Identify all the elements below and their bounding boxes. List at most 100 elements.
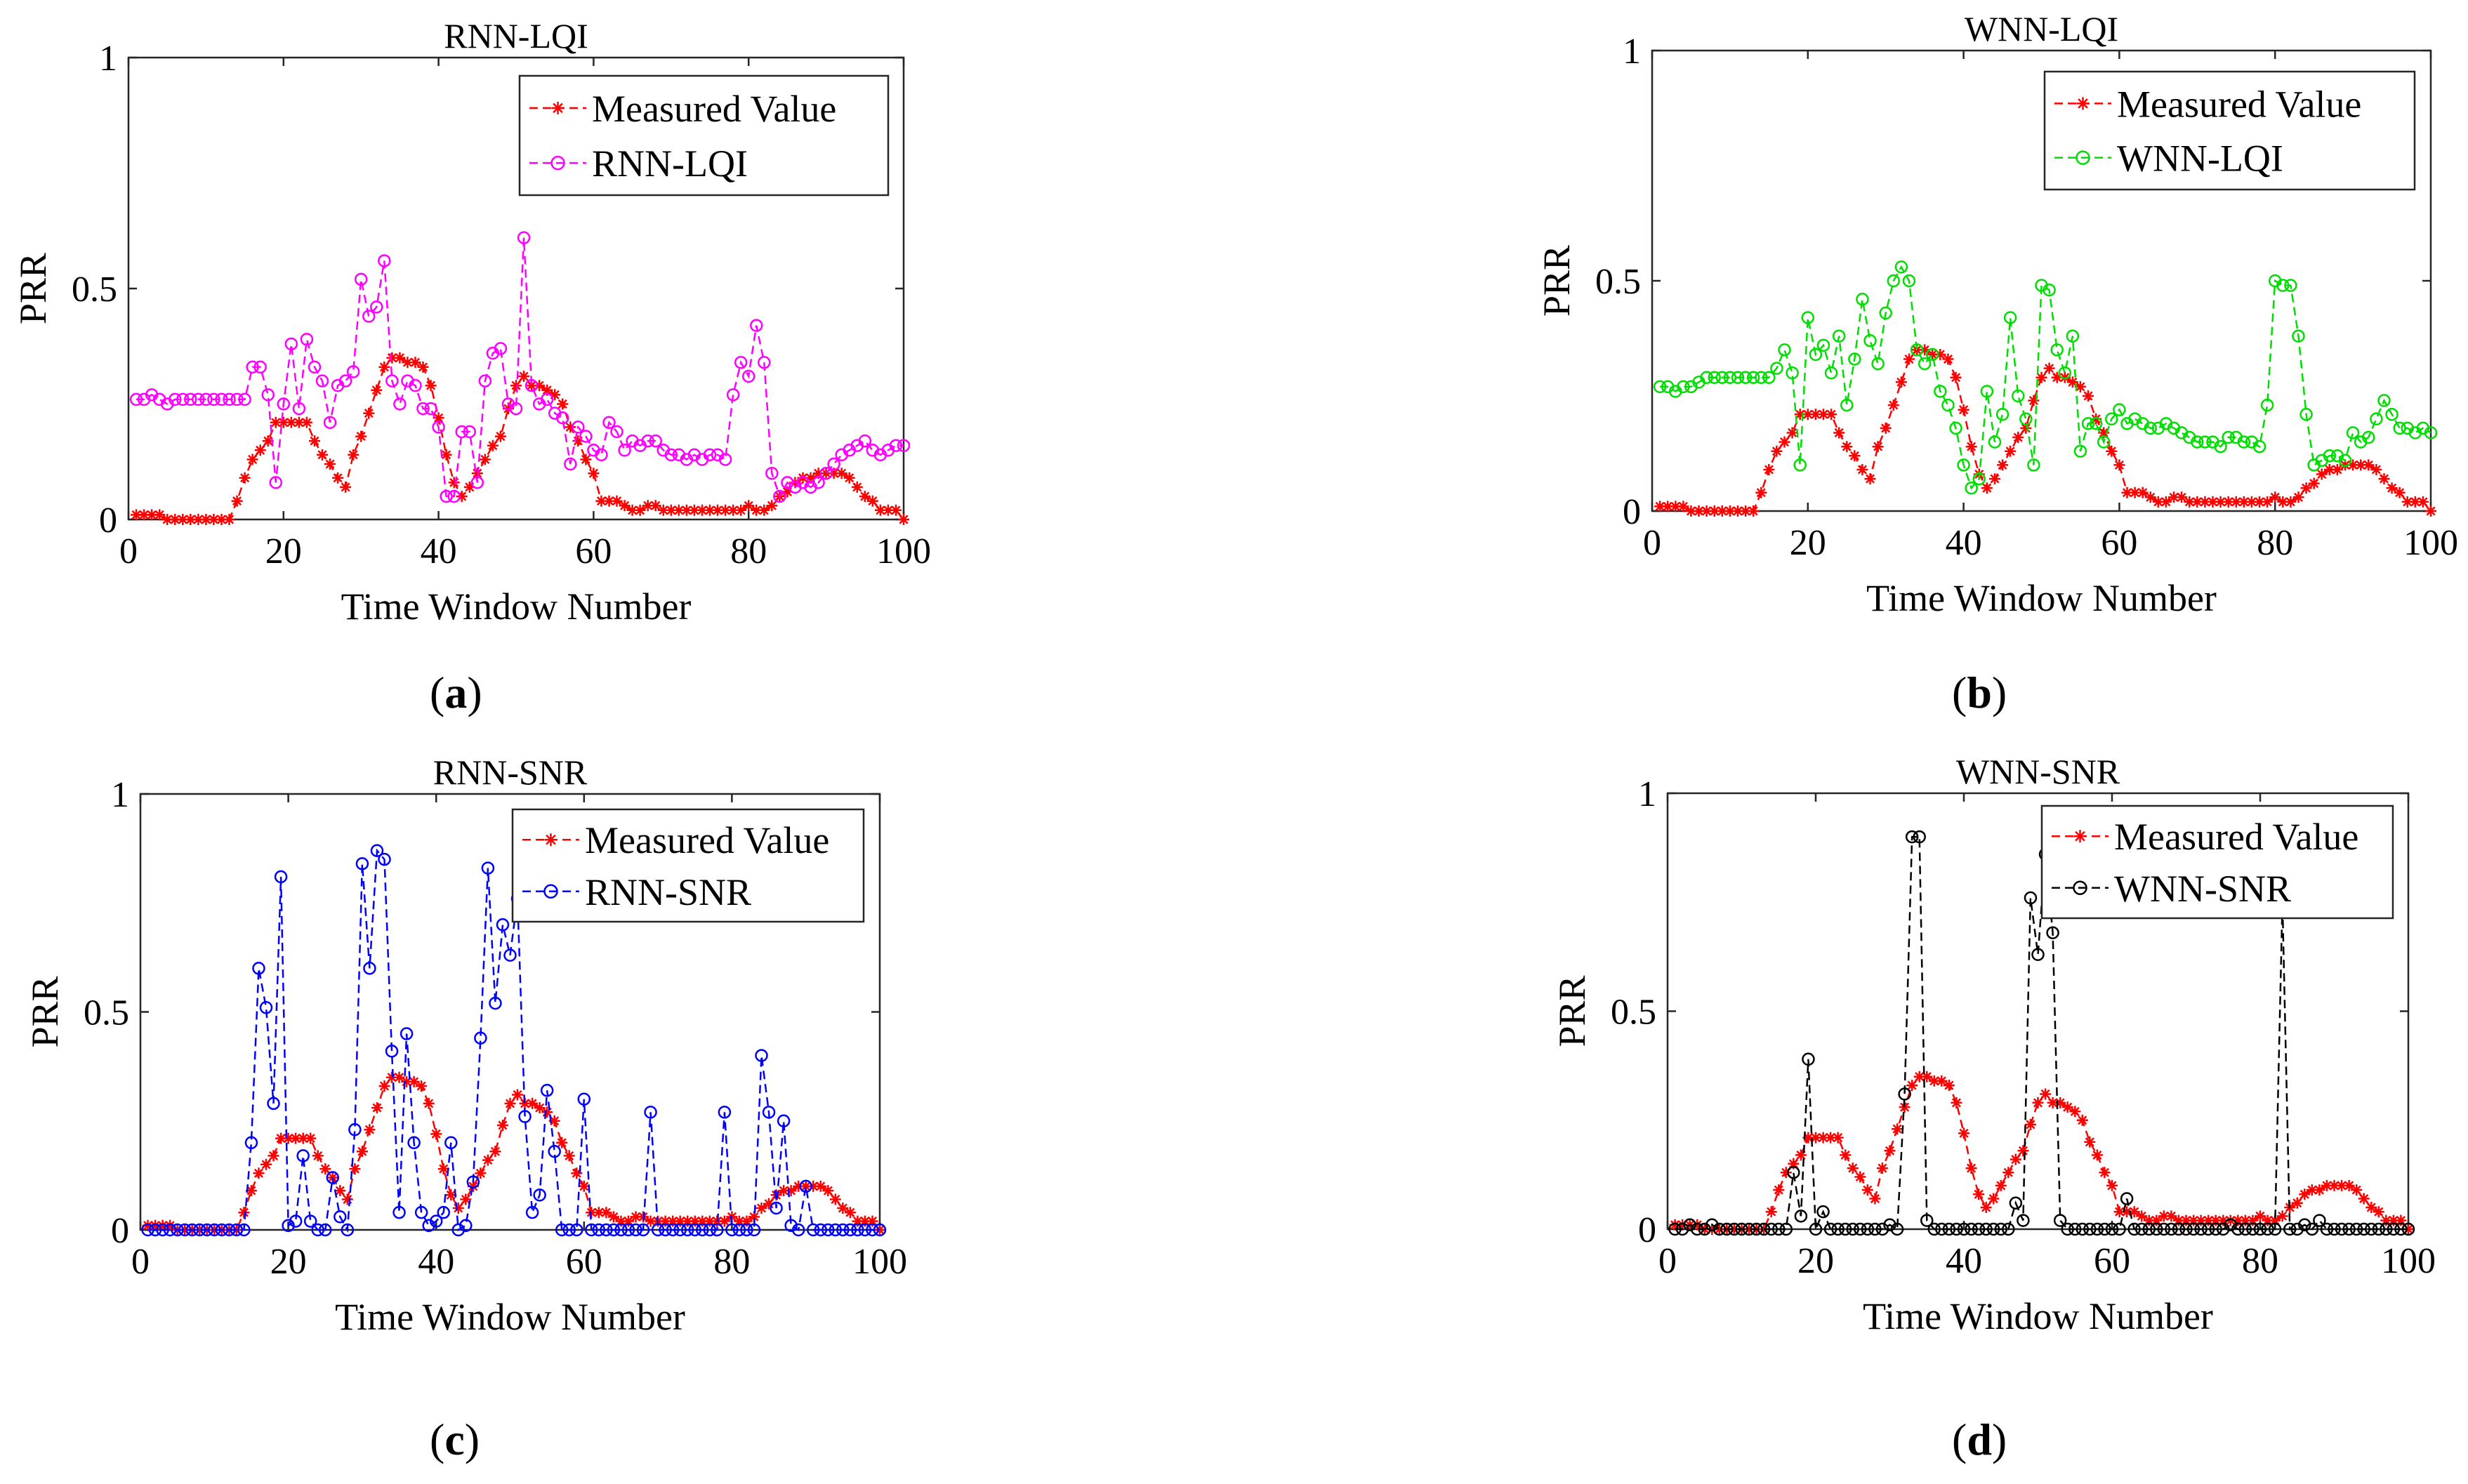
data-point-circle (1727, 1222, 1741, 1236)
data-point-star (1825, 1132, 1837, 1144)
data-point-star (2378, 473, 2390, 485)
data-point-star (216, 514, 227, 525)
data-point-circle (414, 1205, 428, 1219)
data-point-star (268, 1150, 279, 1162)
data-point-circle (2058, 366, 2072, 380)
data-point-star (2017, 1145, 2029, 1157)
data-point-circle (749, 319, 763, 332)
data-point-star (2144, 491, 2156, 503)
data-point-star (2121, 486, 2133, 498)
data-point-circle (666, 1223, 680, 1237)
data-point-circle (1778, 343, 1791, 357)
x-tick-label: 100 (2381, 1241, 2436, 1281)
data-point-star (1989, 473, 2000, 485)
data-point-star (260, 1158, 272, 1170)
data-point-circle (141, 1223, 154, 1237)
data-point-circle (2113, 403, 2126, 416)
data-point-circle (1677, 380, 1690, 394)
data-point-circle (1838, 1222, 1852, 1236)
data-point-star (797, 472, 809, 484)
data-point-star (319, 1163, 331, 1175)
data-point-circle (2323, 449, 2337, 463)
y-tick-label: 0.5 (1611, 993, 1656, 1033)
data-point-star (2172, 1214, 2184, 1226)
data-point-star (386, 1071, 397, 1083)
series-line (1675, 835, 2408, 1231)
data-point-circle (269, 476, 283, 489)
data-point-circle (2209, 1222, 2222, 1236)
data-point-star (1880, 422, 1892, 434)
data-point-circle (2186, 1222, 2200, 1236)
data-point-star (704, 504, 715, 516)
data-point-star (674, 1215, 686, 1227)
data-point-circle (2253, 1222, 2267, 1236)
data-point-star (1755, 486, 1767, 498)
data-point-star (2387, 1214, 2399, 1226)
data-point-star (527, 1097, 539, 1109)
data-point-star (1887, 399, 1899, 411)
data-point-star (1854, 1171, 1866, 1183)
data-point-star (2098, 427, 2110, 439)
data-point-circle (673, 1223, 687, 1237)
data-point-circle (758, 356, 771, 369)
data-point-circle (734, 356, 748, 369)
data-point-circle (1705, 1218, 1719, 1232)
data-point-circle (726, 388, 740, 402)
data-point-star (2047, 1097, 2059, 1108)
data-point-star (2262, 496, 2274, 508)
data-point-star (2074, 380, 2086, 392)
data-point-circle (858, 434, 872, 448)
data-point-star (680, 504, 692, 516)
data-point-star (262, 435, 274, 447)
data-point-star (408, 1075, 420, 1087)
data-point-circle (1941, 398, 1955, 412)
data-point-star (2222, 496, 2234, 508)
data-point-star (1654, 501, 1666, 512)
legend: Measured Value WNN-LQI (2043, 70, 2416, 191)
data-point-star (657, 504, 669, 516)
chart-title: RNN-LQI (444, 16, 588, 55)
data-point-circle (664, 448, 678, 462)
data-point-circle (466, 1175, 480, 1188)
data-point-star (1771, 445, 1783, 457)
data-point-circle (455, 425, 468, 439)
data-point-star (340, 481, 352, 493)
data-point-circle (1995, 407, 2010, 421)
data-point-circle (1949, 421, 1962, 435)
data-point-star (208, 514, 220, 525)
data-point-star (766, 500, 778, 512)
data-point-circle (2349, 1222, 2363, 1236)
data-point-star (2168, 491, 2179, 503)
data-point-circle (2053, 1214, 2067, 1227)
data-point-circle (2090, 1222, 2104, 1236)
data-point-star (2238, 496, 2250, 508)
data-point-star (859, 1215, 871, 1227)
data-point-circle (1887, 274, 1901, 288)
legend-marker-circle (2076, 150, 2090, 165)
data-point-circle (1794, 1210, 1808, 1223)
panel-label-a: (a) (430, 668, 482, 717)
data-point-star (154, 509, 166, 521)
data-point-circle (2198, 435, 2212, 449)
data-point-circle (629, 1223, 642, 1237)
data-point-star (401, 1075, 413, 1087)
x-tick-label: 80 (2242, 1241, 2278, 1281)
series-wnn-snr (1668, 830, 2415, 1236)
data-point-star (665, 504, 677, 516)
data-point-star (743, 500, 755, 512)
data-point-circle (496, 918, 510, 932)
data-point-star (659, 1215, 671, 1227)
data-point-circle (1972, 472, 1986, 486)
data-point-star (642, 500, 654, 512)
data-point-star (534, 1102, 546, 1114)
data-point-circle (370, 844, 384, 857)
data-point-circle (2027, 458, 2040, 472)
data-point-star (2128, 1206, 2140, 1218)
data-point-star (2401, 496, 2413, 508)
legend: Measured Value RNN-LQI (518, 74, 890, 197)
y-tick-label: 0.5 (84, 993, 129, 1033)
data-point-star (1884, 1145, 1896, 1157)
data-point-star (285, 416, 297, 428)
data-point-star (2083, 390, 2094, 402)
y-axis-label: PRR (1551, 975, 1593, 1047)
